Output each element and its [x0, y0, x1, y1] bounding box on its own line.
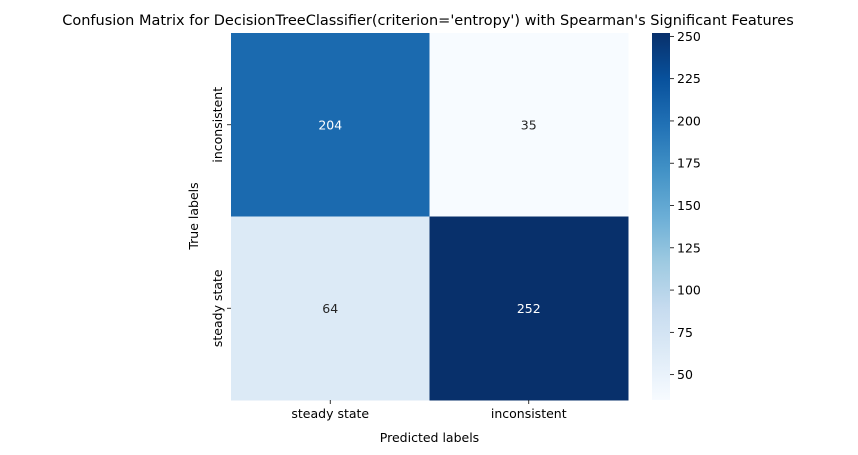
heatmap-cells [231, 33, 629, 401]
colorbar-tick-label: 50 [677, 367, 693, 382]
heatmap-cell [231, 216, 430, 401]
cell-value-label: 252 [517, 301, 541, 316]
chart-title: Confusion Matrix for DecisionTreeClassif… [62, 13, 794, 29]
x-tick-label: inconsistent [491, 406, 567, 421]
heatmap-cell [231, 33, 430, 217]
colorbar-tick-label: 225 [677, 71, 701, 86]
cell-value-label: 204 [318, 117, 342, 132]
heatmap-cell [429, 33, 629, 217]
cell-value-label: 35 [521, 117, 537, 132]
cell-value-label: 64 [322, 301, 338, 316]
colorbar-tick-label: 75 [677, 325, 693, 340]
y-axis-label: True labels [186, 182, 201, 250]
colorbar-tick-label: 150 [677, 198, 701, 213]
colorbar-tick-label: 250 [677, 29, 701, 44]
x-axis: steady state inconsistent [291, 400, 567, 421]
colorbar-tick-label: 200 [677, 113, 701, 128]
colorbar-ticks: 50 75 100 125 150 175 200 225 250 [670, 29, 701, 382]
heatmap-cell [429, 216, 629, 401]
y-tick-label: inconsistent [210, 87, 225, 163]
colorbar [652, 33, 670, 400]
y-axis: inconsistent steady state [210, 87, 231, 347]
y-tick-label: steady state [210, 269, 225, 347]
colorbar-tick-label: 100 [677, 283, 701, 298]
heatmap-cell-labels: 204 35 64 252 [318, 117, 540, 316]
x-tick-label: steady state [291, 406, 369, 421]
colorbar-tick-label: 125 [677, 240, 701, 255]
x-axis-label: Predicted labels [380, 430, 479, 445]
colorbar-tick-label: 175 [677, 156, 701, 171]
